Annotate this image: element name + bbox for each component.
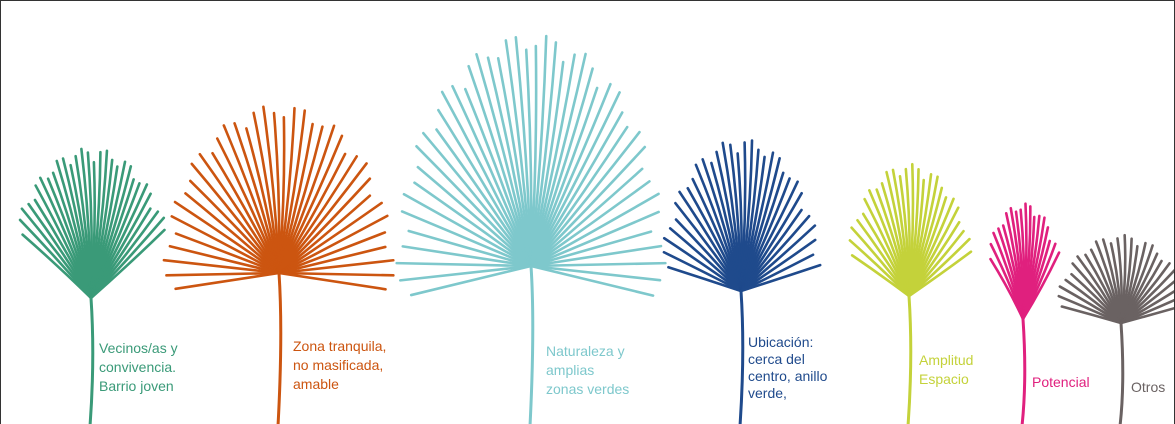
fan-label: convivencia. [99, 359, 176, 375]
fan-label: amplias [546, 362, 594, 378]
fan-label: Otros [1131, 379, 1165, 395]
fan-strand [400, 266, 531, 280]
palm-fan [664, 141, 820, 291]
fan-label: zonas verdes [546, 381, 629, 397]
palm-fan [397, 36, 666, 296]
palm-fan [990, 204, 1059, 319]
fan-label: cerca del [748, 351, 805, 367]
fan-strand [675, 203, 741, 291]
palm-fan [164, 107, 393, 289]
fan-label: Espacio [919, 371, 969, 387]
fan-label: Naturaleza y [546, 343, 625, 359]
fan-strand [531, 266, 660, 280]
palm-fan [20, 149, 164, 298]
fan-label: Ubicación: [748, 334, 813, 350]
fan-stem [530, 266, 533, 424]
fan-label: Vecinos/as y [99, 340, 178, 356]
infographic: Vecinos/as y convivencia. Barrio joven Zona… [0, 0, 1175, 424]
fan-label: Zona tranquila, [293, 338, 386, 354]
fan-label: no masificada, [293, 357, 383, 373]
fan-stem [740, 291, 743, 424]
fan-stem [1022, 319, 1025, 424]
fan-strand [411, 266, 531, 295]
fan-strand [531, 266, 653, 296]
fan-strand [465, 89, 531, 266]
fan-stem [1120, 323, 1123, 424]
fan-label: centro, anillo [748, 368, 828, 384]
fan-label: Barrio joven [99, 378, 174, 394]
fan-label: Potencial [1032, 374, 1090, 390]
fan-label: verde, [748, 385, 787, 401]
fan-drawing: Vecinos/as y convivencia. Barrio joven Zona… [1, 1, 1174, 424]
fan-stem [278, 273, 281, 424]
fan-label: amable [293, 376, 339, 392]
fan-stem [908, 296, 911, 424]
fan-label: Amplitud [919, 352, 973, 368]
palm-fan [1059, 235, 1174, 323]
fan-stem [90, 298, 93, 424]
palm-fan [850, 164, 971, 296]
